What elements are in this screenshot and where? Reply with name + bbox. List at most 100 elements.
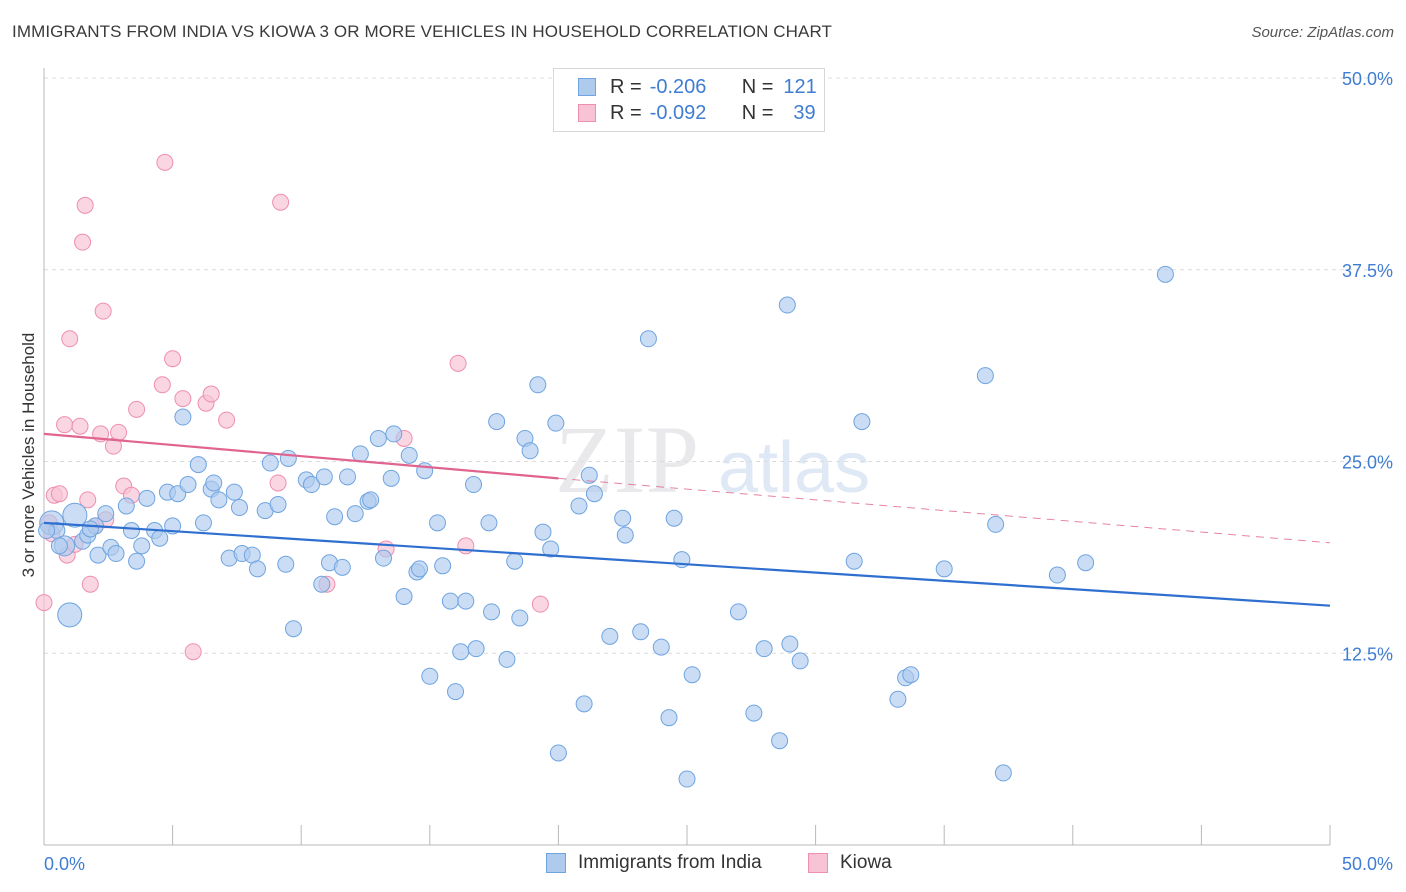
- watermark-zip: ZIP: [555, 406, 699, 513]
- india-point: [122, 522, 140, 540]
- kiowa-point: [218, 411, 236, 429]
- legend-r-label: R =: [610, 75, 642, 98]
- x-tick-label: 50.0%: [1342, 854, 1393, 874]
- watermark-atlas: atlas: [718, 428, 870, 508]
- kiowa-point: [71, 417, 89, 435]
- india-point: [89, 546, 107, 564]
- kiowa-point: [110, 423, 128, 441]
- india-point: [57, 602, 83, 628]
- axis-layer: 12.5% 25.0% 37.5% 50.0% 0.0% 50.0%: [43, 68, 1393, 874]
- kiowa-point: [202, 385, 220, 403]
- kiowa-point: [164, 350, 182, 368]
- y-tick-label: 12.5%: [1342, 644, 1393, 664]
- india-point: [50, 537, 68, 555]
- india-point: [580, 466, 598, 484]
- india-point: [326, 508, 344, 526]
- india-point: [457, 592, 475, 610]
- india-point: [385, 425, 403, 443]
- kiowa-point: [74, 233, 92, 251]
- series-legend-india: Immigrants from India: [546, 852, 762, 874]
- india-point: [151, 529, 169, 547]
- india-point: [138, 489, 156, 507]
- india-point: [210, 491, 228, 509]
- india-point: [107, 545, 125, 563]
- india-point: [133, 537, 151, 555]
- india-point: [547, 414, 565, 432]
- india-point: [179, 476, 197, 494]
- stats-legend: R = -0.206 N = 121 R = -0.092 N = 39: [553, 68, 825, 132]
- legend-row-kiowa: R = -0.092 N = 39: [578, 100, 816, 126]
- legend-r-label: R =: [610, 101, 642, 124]
- series-legend-kiowa: Kiowa: [808, 852, 892, 874]
- india-point: [1048, 566, 1066, 584]
- india-point: [935, 560, 953, 578]
- series-label-kiowa: Kiowa: [840, 852, 892, 873]
- india-point: [791, 652, 809, 670]
- india-point: [778, 296, 796, 314]
- india-point: [616, 526, 634, 544]
- india-point: [542, 540, 560, 558]
- india-point: [976, 367, 994, 385]
- india-point: [382, 469, 400, 487]
- kiowa-point: [56, 416, 74, 434]
- india-point: [351, 445, 369, 463]
- legend-n-label: N =: [741, 75, 774, 98]
- india-point: [585, 485, 603, 503]
- india-point: [480, 514, 498, 532]
- india-point: [230, 499, 248, 517]
- india-point: [411, 560, 429, 578]
- india-point: [62, 502, 88, 528]
- kiowa-point: [61, 330, 79, 348]
- y-tick-label: 25.0%: [1342, 453, 1393, 473]
- india-point: [269, 495, 287, 513]
- kiowa-points: [35, 153, 549, 661]
- india-point: [277, 555, 295, 573]
- india-point: [117, 497, 135, 515]
- india-point: [570, 497, 588, 515]
- chart-source: Source: ZipAtlas.com: [1251, 24, 1394, 41]
- series-swatch-india: [546, 853, 566, 873]
- india-point: [534, 523, 552, 541]
- india-point: [902, 666, 920, 684]
- india-point: [483, 603, 501, 621]
- india-point: [279, 449, 297, 467]
- india-point: [987, 515, 1005, 533]
- india-point: [362, 491, 380, 509]
- india-point: [781, 635, 799, 653]
- series-swatch-kiowa: [808, 853, 828, 873]
- india-point: [194, 514, 212, 532]
- legend-row-india: R = -0.206 N = 121: [578, 74, 817, 100]
- india-point: [313, 575, 331, 593]
- y-tick-label: 50.0%: [1342, 69, 1393, 89]
- india-point: [660, 709, 678, 727]
- india-point: [575, 695, 593, 713]
- india-point: [416, 462, 434, 480]
- y-tick-label: 37.5%: [1342, 261, 1393, 281]
- india-point: [81, 520, 99, 538]
- kiowa-point: [531, 595, 549, 613]
- kiowa-point: [449, 354, 467, 372]
- legend-n-value-kiowa: 39: [793, 101, 816, 124]
- india-point: [853, 413, 871, 431]
- india-point: [128, 552, 146, 570]
- india-point: [506, 552, 524, 570]
- chart-title: IMMIGRANTS FROM INDIA VS KIOWA 3 OR MORE…: [12, 22, 833, 41]
- india-point: [284, 620, 302, 638]
- india-point: [549, 744, 567, 762]
- india-point: [302, 476, 320, 494]
- india-point: [529, 376, 547, 394]
- legend-r-value-kiowa: -0.092: [649, 101, 707, 124]
- india-point: [652, 638, 670, 656]
- india-point: [729, 603, 747, 621]
- india-point: [205, 474, 223, 492]
- kiowa-point: [81, 575, 99, 593]
- kiowa-point: [184, 643, 202, 661]
- india-point: [429, 514, 447, 532]
- kiowa-point: [35, 594, 53, 612]
- kiowa-point: [94, 302, 112, 320]
- legend-r-value-india: -0.206: [649, 75, 707, 98]
- india-point: [225, 483, 243, 501]
- india-point: [369, 429, 387, 447]
- india-point: [467, 640, 485, 658]
